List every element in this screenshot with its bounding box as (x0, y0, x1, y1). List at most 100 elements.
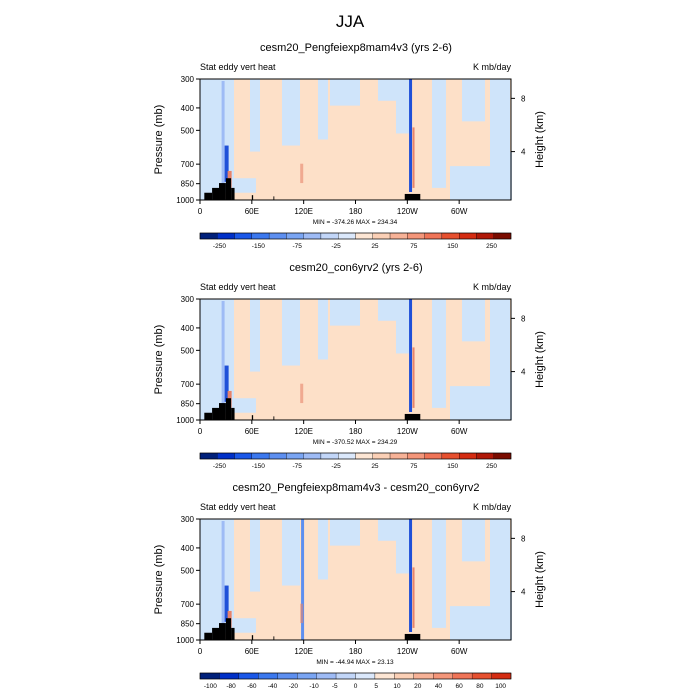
negative-region (330, 299, 360, 326)
y-tick-label: 500 (181, 346, 195, 355)
terrain (273, 636, 275, 640)
x-tick-label: 60W (451, 427, 468, 436)
colorbar-tick-label: 75 (410, 243, 418, 250)
colorbar-swatch (251, 452, 270, 460)
terrain (225, 618, 232, 640)
y-axis-title: Pressure (mb) (153, 325, 165, 395)
y2-tick-label: 8 (521, 94, 526, 103)
colorbar-swatch (493, 452, 512, 460)
y-tick-label: 500 (181, 126, 195, 135)
panel-2: cesm20_con6yrv2 (yrs 2-6) Stat eddy vert … (153, 262, 546, 470)
negative-feature (221, 81, 225, 194)
panel-3: cesm20_Pengfeiexp8mam4v3 - cesm20_con6yr… (153, 482, 546, 690)
terrain (212, 627, 220, 640)
colorbar-tick-label: -20 (289, 683, 299, 690)
colorbar-swatch (303, 452, 322, 460)
negative-region (450, 606, 511, 640)
x-tick-label: 120W (397, 647, 418, 656)
colorbar-tick-label: 80 (476, 683, 484, 690)
positive-feature (300, 163, 304, 184)
negative-region (432, 519, 446, 628)
terrain (251, 415, 254, 420)
y-tick-label: 400 (181, 544, 195, 553)
colorbar-swatch (372, 452, 391, 460)
terrain (212, 187, 220, 200)
panel-subtitle: cesm20_Pengfeiexp8mam4v3 - cesm20_con6yr… (232, 482, 479, 494)
colorbar-swatch (286, 232, 304, 240)
negative-region (432, 79, 446, 188)
x-tick-label: 60E (245, 647, 259, 656)
positive-feature (412, 127, 415, 188)
colorbar-tick-label: 40 (435, 683, 443, 690)
negative-feature (409, 299, 413, 412)
colorbar-tick-label: 20 (414, 683, 422, 690)
negative-feature (221, 301, 225, 414)
colorbar-swatch (452, 672, 473, 680)
colorbar-swatch (238, 672, 259, 680)
colorbar-tick-label: 10 (393, 683, 401, 690)
colorbar-swatch (493, 232, 512, 240)
negative-region (250, 519, 260, 592)
colorbar-tick-label: -150 (252, 463, 265, 470)
y2-tick-label: 4 (521, 588, 526, 597)
x-tick-label: 120E (294, 207, 313, 216)
stats-text: MIN = -370.52 MAX = 234.29 (313, 439, 398, 446)
colorbar-swatch (303, 232, 322, 240)
colorbar-tick-label: 25 (371, 463, 379, 470)
colorbar-swatch (476, 452, 494, 460)
colorbar-swatch (433, 672, 453, 680)
colorbar-swatch (355, 672, 376, 680)
negative-region (462, 79, 485, 122)
colorbar-swatch (413, 672, 434, 680)
x-tick-label: 60W (451, 207, 468, 216)
terrain (231, 627, 235, 640)
y-tick-label: 1000 (176, 636, 194, 645)
colorbar-swatch (316, 672, 337, 680)
terrain (219, 403, 226, 420)
negative-region (282, 79, 300, 146)
panel-right-label: K mb/day (473, 62, 512, 72)
y2-tick-label: 4 (521, 368, 526, 377)
terrain (251, 635, 254, 640)
colorbar-frame (199, 232, 512, 240)
x-tick-label: 60E (245, 207, 259, 216)
colorbar-swatch (459, 452, 477, 460)
terrain (404, 193, 421, 200)
colorbar-swatch (258, 672, 278, 680)
terrain (404, 413, 421, 420)
y2-axis-title: Height (km) (534, 111, 546, 168)
negative-feature (221, 521, 225, 634)
colorbar-swatch (338, 232, 356, 240)
terrain (273, 416, 275, 420)
colorbar-tick-label: 5 (374, 683, 378, 690)
y-tick-label: 700 (181, 600, 195, 609)
terrain (219, 623, 226, 640)
colorbar-tick-label: -25 (331, 243, 341, 250)
colorbar-swatch (268, 232, 287, 240)
y2-tick-label: 4 (521, 148, 526, 157)
negative-region (462, 519, 485, 562)
colorbar-tick-label: 250 (486, 243, 497, 250)
negative-feature (301, 519, 305, 640)
colorbar-swatch (320, 232, 339, 240)
terrain (273, 196, 275, 200)
x-tick-label: 120W (397, 427, 418, 436)
y-axis-title: Pressure (mb) (153, 545, 165, 615)
negative-region (396, 525, 410, 574)
negative-feature (224, 585, 229, 622)
panel-left-label: Stat eddy vert heat (200, 282, 276, 292)
colorbar-swatch (424, 452, 443, 460)
colorbar-swatch (355, 232, 373, 240)
y-tick-label: 300 (181, 295, 195, 304)
colorbar-tick-label: 150 (447, 243, 458, 250)
terrain (225, 398, 232, 420)
colorbar-swatch (389, 452, 408, 460)
negative-region (250, 79, 260, 152)
x-tick-label: 0 (198, 647, 203, 656)
colorbar-swatch (407, 452, 425, 460)
negative-region (282, 519, 300, 586)
colorbar-tick-label: -10 (309, 683, 319, 690)
negative-region (462, 299, 485, 342)
colorbar-tick-label: -80 (226, 683, 236, 690)
colorbar-tick-label: -75 (292, 463, 302, 470)
